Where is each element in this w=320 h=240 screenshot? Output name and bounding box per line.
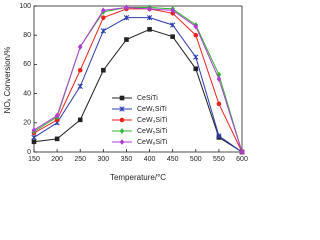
x-tick-label: 250 bbox=[74, 156, 86, 163]
marker bbox=[216, 101, 222, 107]
marker bbox=[193, 66, 199, 72]
marker bbox=[147, 6, 152, 12]
x-tick-label: 500 bbox=[190, 156, 202, 163]
marker bbox=[170, 7, 175, 14]
marker bbox=[101, 67, 106, 73]
series-line bbox=[33, 8, 243, 153]
x-axis-label: Temperature/°C bbox=[110, 173, 166, 182]
marker bbox=[54, 136, 60, 142]
x-tick-label: 300 bbox=[97, 156, 109, 163]
series-line bbox=[33, 17, 243, 153]
marker bbox=[100, 28, 106, 34]
marker bbox=[216, 76, 222, 82]
x-tick-label: 450 bbox=[167, 156, 179, 163]
marker bbox=[77, 83, 83, 89]
marker bbox=[101, 7, 106, 14]
series-line bbox=[33, 6, 243, 153]
marker bbox=[119, 117, 125, 123]
y-tick-label: 80 bbox=[23, 32, 31, 39]
series-line bbox=[33, 28, 243, 153]
marker bbox=[119, 106, 125, 112]
marker bbox=[77, 67, 83, 73]
y-axis-label: NOₓ Conversion/% bbox=[3, 47, 12, 114]
marker bbox=[31, 139, 37, 145]
marker bbox=[119, 139, 125, 145]
marker bbox=[124, 37, 129, 42]
y-tick-label: 40 bbox=[23, 90, 31, 97]
marker bbox=[193, 23, 199, 30]
marker bbox=[54, 112, 60, 119]
marker bbox=[31, 127, 37, 133]
marker bbox=[147, 27, 152, 32]
x-tick-label: 200 bbox=[51, 156, 63, 163]
marker bbox=[193, 32, 199, 38]
x-tick-label: 550 bbox=[213, 156, 225, 163]
marker bbox=[77, 43, 83, 50]
legend-label: CeW₁SiTi bbox=[137, 106, 167, 113]
x-tick-label: 350 bbox=[121, 156, 133, 163]
legend-label: CeW₅SiTi bbox=[137, 128, 168, 135]
marker bbox=[119, 95, 125, 101]
marker bbox=[124, 4, 129, 11]
chart: Temperature/°C NOₓ Conversion/% 0 20 40 60 8… bbox=[3, 3, 248, 182]
marker bbox=[170, 11, 175, 16]
y-tick-label: 100 bbox=[19, 3, 31, 10]
marker bbox=[77, 117, 83, 123]
legend-label: CeW₈SiTi bbox=[137, 139, 168, 146]
marker bbox=[123, 15, 130, 21]
legend-label: CeW₃SiTi bbox=[137, 117, 168, 124]
plot-frame bbox=[33, 5, 243, 153]
y-tick-label: 20 bbox=[23, 120, 31, 127]
y-tick-label: 60 bbox=[23, 61, 31, 68]
marker bbox=[216, 133, 222, 139]
marker bbox=[170, 34, 175, 39]
marker bbox=[54, 117, 60, 123]
marker bbox=[101, 15, 106, 20]
marker bbox=[146, 15, 153, 21]
x-tick-label: 600 bbox=[236, 156, 248, 163]
legend-label: CeSiTi bbox=[137, 95, 158, 102]
marker bbox=[170, 22, 176, 28]
marker bbox=[31, 134, 37, 141]
x-tick-label: 150 bbox=[28, 156, 40, 163]
x-tick-label: 400 bbox=[144, 156, 156, 163]
marker bbox=[119, 128, 125, 134]
y-tick-label: 0 bbox=[27, 149, 31, 156]
marker bbox=[239, 149, 245, 155]
marker bbox=[193, 54, 199, 60]
